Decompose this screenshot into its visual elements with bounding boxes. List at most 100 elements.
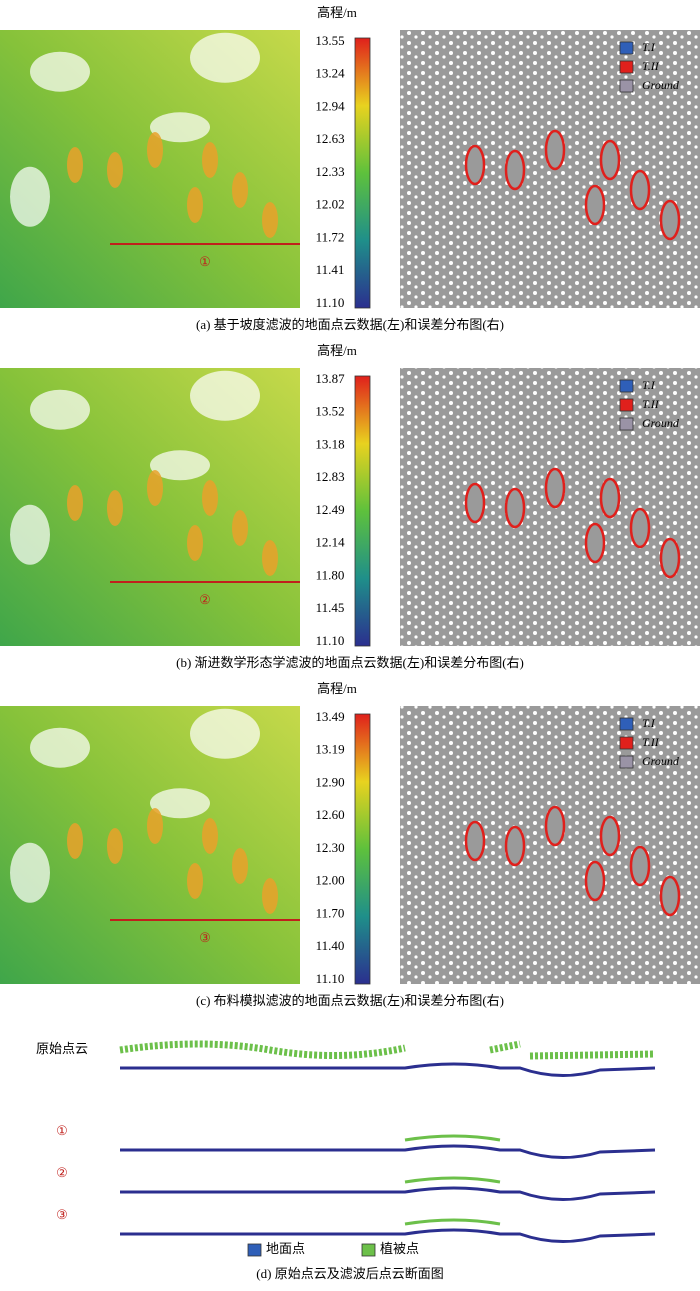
tree-patch <box>262 540 278 576</box>
tree-patch <box>202 480 218 516</box>
legend-label: T.I <box>642 716 656 730</box>
error-patch <box>599 477 621 519</box>
tree-patch <box>232 172 248 208</box>
colorbar-tick-label: 11.10 <box>316 295 345 310</box>
tree-patch <box>202 818 218 854</box>
vegetation-profile <box>404 1134 501 1142</box>
colorbar-tick-label: 12.30 <box>315 840 344 855</box>
legend-label: T.II <box>642 59 660 73</box>
legend-label: 植被点 <box>380 1241 419 1256</box>
error-patch <box>504 487 526 529</box>
ground-profile <box>120 1144 656 1159</box>
colorbar-tick-label: 11.45 <box>316 600 345 615</box>
colorbar-tick-label: 13.19 <box>315 742 344 757</box>
tree-patch <box>67 823 83 859</box>
legend-swatch <box>361 1243 376 1257</box>
colorbar-tick-label: 12.63 <box>315 131 344 146</box>
gap <box>10 842 50 903</box>
error-patch <box>659 537 681 579</box>
colorbar-tick-label: 13.18 <box>315 436 344 451</box>
tree-patch <box>187 187 203 223</box>
legend-swatch <box>619 60 634 74</box>
colorbar-title: 高程/m <box>317 681 357 696</box>
colorbar-tick-label: 12.14 <box>315 535 345 550</box>
legend-swatch <box>619 398 634 412</box>
legend-label: 地面点 <box>266 1241 305 1256</box>
gap <box>190 32 260 83</box>
colorbar-tick-label: 11.80 <box>316 567 345 582</box>
error-patch <box>599 815 621 857</box>
profile-marker: ① <box>199 254 211 269</box>
colorbar-tick-label: 12.83 <box>315 469 344 484</box>
tree-patch <box>107 828 123 864</box>
colorbar-title: 高程/m <box>317 343 357 358</box>
error-map <box>400 706 700 984</box>
error-patch <box>629 845 651 887</box>
tree-patch <box>262 878 278 914</box>
colorbar-tick-label: 13.49 <box>315 709 344 724</box>
panel-caption: (c) 布料模拟滤波的地面点云数据(左)和误差分布图(右) <box>196 993 504 1008</box>
profile-marker: ② <box>199 592 211 607</box>
colorbar-tick-label: 11.10 <box>316 971 345 986</box>
legend-swatch <box>619 417 634 431</box>
error-patch <box>599 139 621 181</box>
error-patch <box>504 149 526 191</box>
colorbar-tick-label: 12.49 <box>315 502 344 517</box>
vegetation-profile <box>404 1176 501 1184</box>
profile-row-label: 原始点云 <box>36 1041 88 1056</box>
colorbar-tick-label: 12.00 <box>315 873 344 888</box>
ground-profile <box>120 1186 656 1201</box>
profile-row-label: ② <box>56 1165 68 1180</box>
panel-caption: (d) 原始点云及滤波后点云断面图 <box>256 1266 443 1281</box>
error-patch <box>584 184 606 226</box>
colorbar-tick-label: 13.24 <box>315 66 345 81</box>
colorbar-tick-label: 12.02 <box>315 197 344 212</box>
tree-patch <box>107 490 123 526</box>
colorbar-tick-label: 11.10 <box>316 633 345 648</box>
gap <box>30 389 90 430</box>
legend-swatch <box>619 736 634 750</box>
colorbar-tick-label: 13.55 <box>315 33 344 48</box>
legend-label: Ground <box>642 416 680 430</box>
error-patch <box>659 875 681 917</box>
error-map <box>400 368 700 646</box>
gap <box>30 727 90 768</box>
vegetation-profile <box>404 1218 501 1226</box>
gap <box>150 788 210 819</box>
error-patch <box>464 144 486 186</box>
error-patch <box>544 129 566 171</box>
legend-label: T.I <box>642 378 656 392</box>
tree-patch <box>107 152 123 188</box>
legend-swatch <box>619 379 634 393</box>
gap <box>10 166 50 227</box>
colorbar <box>354 375 371 647</box>
error-patch <box>659 199 681 241</box>
legend-label: T.II <box>642 397 660 411</box>
error-patch <box>584 860 606 902</box>
error-patch <box>464 482 486 524</box>
tree-patch <box>232 848 248 884</box>
error-patch <box>584 522 606 564</box>
gap <box>150 450 210 481</box>
tree-patch <box>232 510 248 546</box>
gap <box>150 112 210 143</box>
colorbar <box>354 713 371 985</box>
colorbar-tick-label: 11.70 <box>316 905 345 920</box>
tree-patch <box>147 132 163 168</box>
colorbar-title: 高程/m <box>317 5 357 20</box>
legend-swatch <box>247 1243 262 1257</box>
colorbar-tick-label: 11.40 <box>316 938 345 953</box>
tree-patch <box>202 142 218 178</box>
error-patch <box>544 467 566 509</box>
legend-label: Ground <box>642 78 680 92</box>
panel-caption: (b) 渐进数学形态学滤波的地面点云数据(左)和误差分布图(右) <box>176 655 524 670</box>
tree-patch <box>147 808 163 844</box>
error-map <box>400 30 700 308</box>
tree-patch <box>187 525 203 561</box>
legend-swatch <box>619 79 634 93</box>
legend-swatch <box>619 755 634 769</box>
ground-profile <box>120 1062 656 1077</box>
profile-row-label: ① <box>56 1123 68 1138</box>
panel-caption: (a) 基于坡度滤波的地面点云数据(左)和误差分布图(右) <box>196 317 504 332</box>
